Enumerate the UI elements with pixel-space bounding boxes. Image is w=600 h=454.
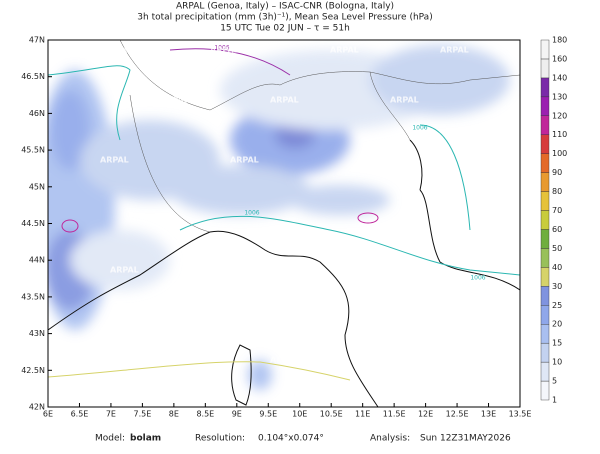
colorbar-label: 5 bbox=[552, 377, 557, 386]
colorbar-label: 100 bbox=[552, 149, 567, 158]
colorbar-box bbox=[540, 210, 550, 230]
colorbar-box bbox=[540, 39, 550, 60]
watermark: ARPAL bbox=[440, 46, 469, 55]
watermark: ARPAL bbox=[100, 156, 129, 165]
colorbar-label: 15 bbox=[552, 339, 562, 348]
colorbar-label: 90 bbox=[552, 168, 562, 177]
colorbar-box bbox=[540, 96, 550, 116]
colorbar-box bbox=[540, 191, 550, 211]
watermark: ARPAL bbox=[100, 46, 129, 55]
lon-label: 10.5E bbox=[320, 410, 343, 419]
lat-label: 46N bbox=[29, 109, 45, 118]
lon-label: 10E bbox=[292, 410, 307, 419]
lon-label: 6E bbox=[43, 410, 53, 419]
colorbar-label: 140 bbox=[552, 73, 567, 82]
footer-value: bolam bbox=[130, 434, 161, 444]
contour-label: 1006 bbox=[214, 45, 229, 52]
colorbar-box bbox=[540, 77, 550, 98]
watermark: ARPAL bbox=[390, 96, 419, 105]
lon-label: 13E bbox=[481, 410, 496, 419]
colorbar-box bbox=[540, 324, 550, 344]
colorbar-label: 120 bbox=[552, 111, 567, 120]
colorbar-box bbox=[540, 58, 550, 79]
coastlines bbox=[48, 139, 520, 407]
watermark: ARPAL bbox=[230, 156, 259, 165]
colorbar-box bbox=[540, 172, 550, 192]
watermark: ARPAL bbox=[110, 266, 139, 275]
lon-label: 8E bbox=[169, 410, 179, 419]
header-line: 15 UTC Tue 02 JUN – τ = 51h bbox=[220, 24, 350, 34]
colorbar-label: 50 bbox=[552, 244, 562, 253]
lat-label: 44.5N bbox=[21, 219, 45, 228]
footer-value: 0.104°x0.074° bbox=[258, 434, 324, 444]
contour-label: 1006 bbox=[470, 275, 485, 282]
lat-label: 44N bbox=[29, 256, 45, 265]
lat-label: 43N bbox=[29, 329, 45, 338]
colorbar-box bbox=[540, 248, 550, 268]
colorbar-box bbox=[540, 267, 550, 287]
lon-label: 13.5E bbox=[509, 410, 532, 419]
footer-label: Model: bbox=[95, 434, 125, 444]
colorbar-label: 130 bbox=[552, 92, 567, 101]
colorbar-box bbox=[540, 361, 550, 382]
lon-label: 12E bbox=[418, 410, 433, 419]
lat-label: 45N bbox=[29, 182, 45, 191]
watermark: ARPAL bbox=[260, 286, 289, 295]
lat-label: 45.5N bbox=[21, 146, 45, 155]
colorbar-label: 110 bbox=[552, 130, 567, 139]
colorbar-box bbox=[540, 153, 550, 173]
lon-label: 9.5E bbox=[259, 410, 277, 419]
colorbar-label: 180 bbox=[552, 36, 567, 45]
footer-value: Sun 12Z31MAY2026 bbox=[420, 434, 511, 444]
lon-label: 8.5E bbox=[196, 410, 214, 419]
header-line: ARPAL (Genoa, Italy) – ISAC-CNR (Bologna… bbox=[176, 2, 394, 12]
colorbar-box bbox=[540, 115, 550, 135]
lat-label: 47N bbox=[29, 36, 45, 45]
colorbar-label: 30 bbox=[552, 282, 562, 291]
map-area bbox=[48, 40, 520, 407]
watermark: ARPAL bbox=[210, 46, 239, 55]
colorbar-box bbox=[540, 286, 550, 306]
colorbar-box bbox=[540, 342, 550, 363]
colorbar-label: 160 bbox=[552, 54, 567, 63]
watermark: ARPAL bbox=[160, 96, 189, 105]
colorbar-label: 20 bbox=[552, 320, 562, 329]
footer-label: Analysis: bbox=[370, 434, 410, 444]
lat-label: 42.5N bbox=[21, 366, 45, 375]
contour-label: 1006 bbox=[412, 125, 427, 132]
lat-label: 46.5N bbox=[21, 72, 45, 81]
contour-label: 1006 bbox=[244, 210, 259, 217]
colorbar-label: 60 bbox=[552, 225, 562, 234]
colorbar-label: 10 bbox=[552, 358, 562, 367]
lon-label: 12.5E bbox=[446, 410, 469, 419]
colorbar-box bbox=[540, 380, 550, 401]
lat-label: 42N bbox=[29, 403, 45, 412]
isobars bbox=[48, 48, 520, 381]
lon-label: 11.5E bbox=[383, 410, 406, 419]
footer-label: Resolution: bbox=[195, 434, 245, 444]
colorbar-box bbox=[540, 134, 550, 154]
lon-label: 7E bbox=[106, 410, 116, 419]
watermark: ARPAL bbox=[270, 356, 299, 365]
lat-label: 43.5N bbox=[21, 292, 45, 301]
lon-label: 9E bbox=[232, 410, 242, 419]
borders bbox=[119, 40, 520, 233]
colorbar-label: 1 bbox=[552, 396, 557, 405]
watermark: ARPAL bbox=[270, 96, 299, 105]
lon-label: 7.5E bbox=[134, 410, 152, 419]
lon-label: 6.5E bbox=[71, 410, 89, 419]
precip-field bbox=[48, 45, 510, 390]
colorbar-label: 25 bbox=[552, 301, 562, 310]
lon-label: 11E bbox=[355, 410, 370, 419]
header-line: 3h total precipitation (mm (3h)⁻¹), Mean… bbox=[137, 13, 432, 23]
colorbar-label: 70 bbox=[552, 206, 562, 215]
colorbar-label: 80 bbox=[552, 187, 562, 196]
colorbar-label: 40 bbox=[552, 263, 562, 272]
watermark: ARPAL bbox=[330, 46, 359, 55]
colorbar-box bbox=[540, 305, 550, 325]
colorbar-box bbox=[540, 229, 550, 249]
